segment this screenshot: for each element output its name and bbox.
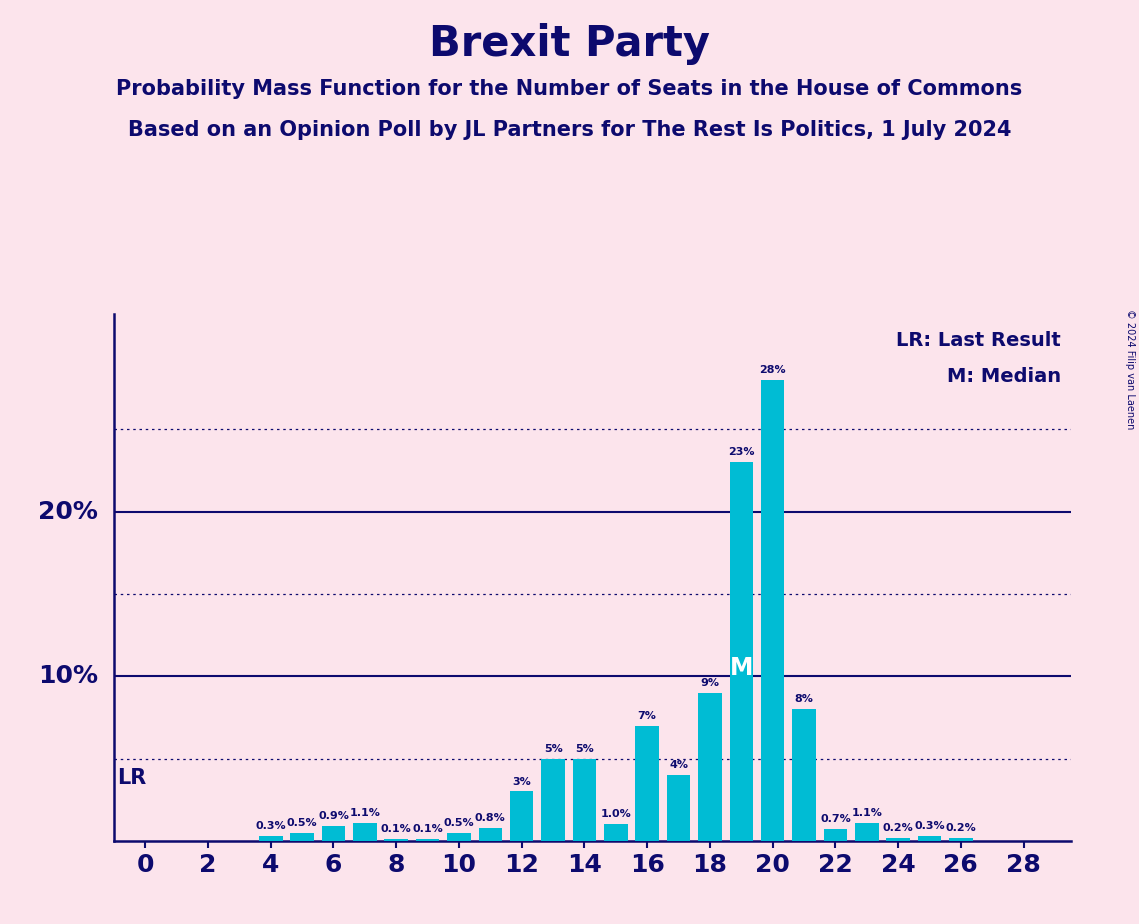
Bar (321, 826, 345, 841)
Bar (918, 836, 941, 841)
Text: 8%: 8% (795, 694, 813, 704)
Text: 23%: 23% (728, 447, 754, 457)
Bar (855, 822, 878, 841)
Text: 0.1%: 0.1% (380, 824, 411, 834)
Text: 0.3%: 0.3% (915, 821, 945, 831)
Text: LR: LR (117, 768, 146, 788)
Text: 4%: 4% (669, 760, 688, 770)
Text: 0.3%: 0.3% (255, 821, 286, 831)
Text: 0.2%: 0.2% (945, 822, 976, 833)
Text: © 2024 Filip van Laenen: © 2024 Filip van Laenen (1125, 310, 1134, 430)
Text: 1.1%: 1.1% (350, 808, 380, 818)
Text: M: Median: M: Median (948, 367, 1062, 386)
Text: 5%: 5% (543, 744, 563, 754)
Bar (698, 693, 722, 841)
Text: 0.9%: 0.9% (318, 811, 349, 821)
Bar (761, 380, 785, 841)
Text: Based on an Opinion Poll by JL Partners for The Rest Is Politics, 1 July 2024: Based on an Opinion Poll by JL Partners … (128, 120, 1011, 140)
Bar (510, 792, 533, 841)
Bar (448, 833, 470, 841)
Bar (823, 830, 847, 841)
Bar (729, 462, 753, 841)
Bar (604, 824, 628, 841)
Bar (353, 822, 377, 841)
Text: 20%: 20% (39, 500, 98, 524)
Bar (385, 839, 408, 841)
Text: 28%: 28% (760, 365, 786, 375)
Text: 0.8%: 0.8% (475, 813, 506, 822)
Text: 7%: 7% (638, 711, 656, 721)
Text: 0.5%: 0.5% (287, 818, 318, 828)
Text: 0.5%: 0.5% (444, 818, 474, 828)
Bar (666, 775, 690, 841)
Text: LR: Last Result: LR: Last Result (896, 331, 1062, 349)
Text: 9%: 9% (700, 678, 720, 687)
Bar (416, 839, 440, 841)
Text: 0.2%: 0.2% (883, 822, 913, 833)
Text: Brexit Party: Brexit Party (429, 23, 710, 65)
Text: 10%: 10% (39, 664, 98, 688)
Bar (886, 837, 910, 841)
Text: 0.7%: 0.7% (820, 814, 851, 824)
Bar (290, 833, 314, 841)
Bar (478, 828, 502, 841)
Text: 5%: 5% (575, 744, 593, 754)
Bar (949, 837, 973, 841)
Bar (259, 836, 282, 841)
Bar (573, 759, 596, 841)
Text: M: M (730, 656, 753, 680)
Text: 3%: 3% (513, 776, 531, 786)
Text: 0.1%: 0.1% (412, 824, 443, 834)
Bar (636, 725, 659, 841)
Bar (793, 710, 816, 841)
Bar (541, 759, 565, 841)
Text: Probability Mass Function for the Number of Seats in the House of Commons: Probability Mass Function for the Number… (116, 79, 1023, 99)
Text: 1.1%: 1.1% (851, 808, 883, 818)
Text: 1.0%: 1.0% (600, 809, 631, 820)
